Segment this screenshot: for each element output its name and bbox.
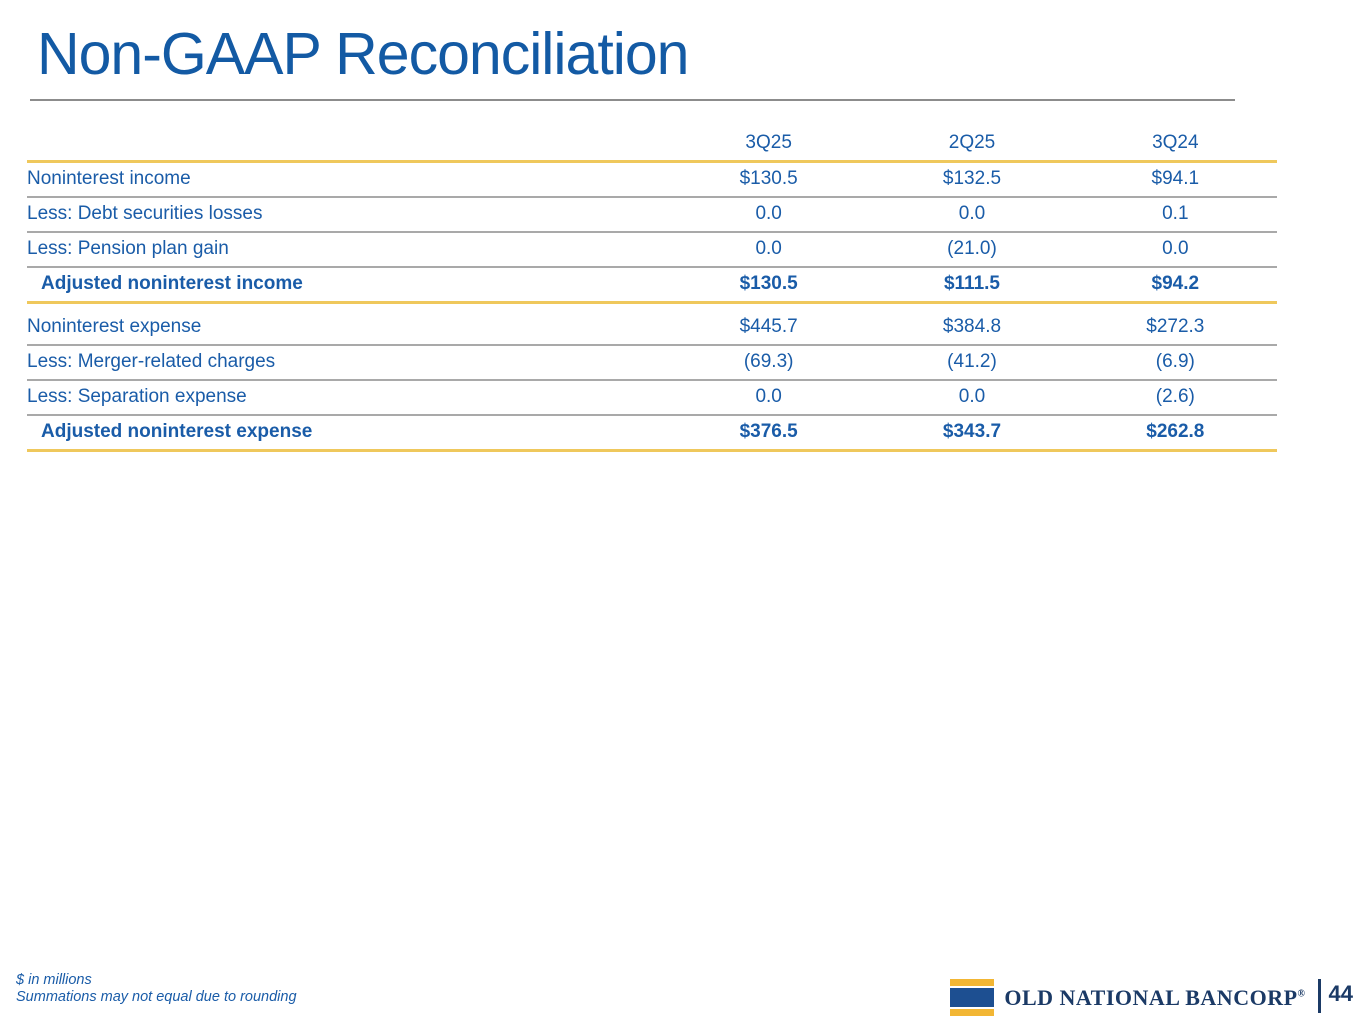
cell-value: $130.5 [667,267,871,304]
cell-value: $376.5 [667,415,871,452]
row-label: Less: Separation expense [27,380,667,416]
header-empty-cell [27,130,667,163]
brand-name: OLD NATIONAL BANCORP® [1004,984,1306,1010]
cell-value: (6.9) [1073,345,1277,381]
cell-value: 0.0 [870,380,1074,416]
footnote-rounding: Summations may not equal due to rounding [16,989,297,1005]
noninterest-expense-table: Noninterest expense $445.7 $384.8 $272.3… [27,311,1277,452]
page-number: 44 [1328,981,1353,1006]
column-header-3q25: 3Q25 [667,130,871,163]
cell-value: $130.5 [667,161,871,198]
page-number-divider [1317,979,1321,1013]
cell-value: $94.2 [1073,267,1277,304]
logo-gold-bar-top [950,979,995,986]
table-row: Noninterest expense $445.7 $384.8 $272.3 [27,311,1277,346]
column-header-3q24: 3Q24 [1073,130,1277,163]
cell-value: 0.0 [667,232,871,268]
row-label: Adjusted noninterest expense [27,415,667,452]
footnote-dollars-in-millions: $ in millions [16,972,92,988]
cell-value: 0.0 [1073,232,1277,268]
cell-value: 0.0 [870,197,1074,233]
row-label: Less: Debt securities losses [27,197,667,233]
cell-value: $272.3 [1073,311,1277,346]
table-total-row: Adjusted noninterest income $130.5 $111.… [27,267,1277,304]
table-row: Less: Merger-related charges (69.3) (41.… [27,345,1277,381]
cell-value: $94.1 [1073,161,1277,198]
cell-value: $445.7 [667,311,871,346]
row-label: Less: Pension plan gain [27,232,667,268]
cell-value: (2.6) [1073,380,1277,416]
cell-value: 0.0 [667,380,871,416]
cell-value: (41.2) [870,345,1074,381]
footer-brand-area: OLD NATIONAL BANCORP® 44 [950,979,1353,1016]
row-label: Adjusted noninterest income [27,267,667,304]
table-row: Less: Separation expense 0.0 0.0 (2.6) [27,380,1277,416]
table-row: Noninterest income $130.5 $132.5 $94.1 [27,161,1277,198]
cell-value: 0.0 [667,197,871,233]
table-total-row: Adjusted noninterest expense $376.5 $343… [27,415,1277,452]
logo-gold-bar-bottom [950,1009,995,1016]
cell-value: $111.5 [870,267,1074,304]
cell-value: $384.8 [870,311,1074,346]
row-label: Noninterest income [27,161,667,198]
title-underline [30,99,1235,101]
old-national-bancorp-logo-icon [950,979,995,1016]
logo-navy-square [950,988,995,1007]
table-header-row: 3Q25 2Q25 3Q24 [27,130,1277,163]
table-row: Less: Pension plan gain 0.0 (21.0) 0.0 [27,232,1277,268]
column-header-2q25: 2Q25 [870,130,1074,163]
non-gaap-reconciliation-tables: 3Q25 2Q25 3Q24 Noninterest income $130.5… [27,130,1277,452]
footnotes: $ in millions Summations may not equal d… [16,972,297,1006]
cell-value: $132.5 [870,161,1074,198]
row-label: Noninterest expense [27,311,667,346]
cell-value: (69.3) [667,345,871,381]
cell-value: (21.0) [870,232,1074,268]
page-title: Non-GAAP Reconciliation [37,21,689,87]
table-row: Less: Debt securities losses 0.0 0.0 0.1 [27,197,1277,233]
noninterest-income-table: 3Q25 2Q25 3Q24 Noninterest income $130.5… [27,130,1277,304]
cell-value: 0.1 [1073,197,1277,233]
registered-trademark-icon: ® [1297,988,1306,1000]
row-label: Less: Merger-related charges [27,345,667,381]
cell-value: $262.8 [1073,415,1277,452]
cell-value: $343.7 [870,415,1074,452]
